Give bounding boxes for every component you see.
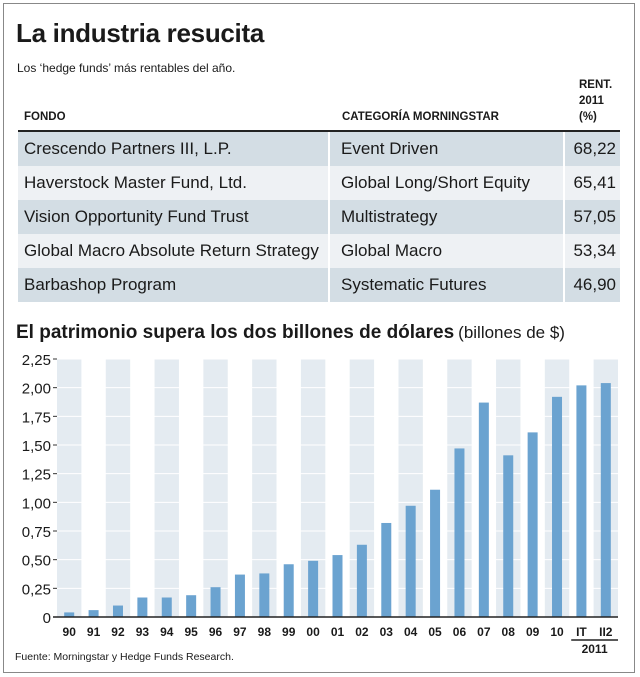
x-tick-label: 08 xyxy=(502,625,516,639)
page-title: La industria resucita xyxy=(16,18,265,48)
y-tick-label: 1,00 xyxy=(22,495,51,512)
bar-93 xyxy=(137,597,148,617)
bar-90 xyxy=(64,612,75,617)
x-tick-label: 00 xyxy=(306,625,320,639)
x-tick-label: 99 xyxy=(282,625,296,639)
bar-02 xyxy=(356,544,367,617)
column-header-fondo: FONDO xyxy=(24,111,66,123)
y-tick-label: 1,25 xyxy=(22,467,51,484)
bar-II2 xyxy=(600,383,611,617)
x-tick-label: 91 xyxy=(87,625,101,639)
year-group-label: 2011 xyxy=(582,642,608,656)
cell-fondo: Global Macro Absolute Return Strategy xyxy=(24,241,319,260)
cell-categoria: Multistrategy xyxy=(328,200,563,234)
x-tick-label: 92 xyxy=(111,625,125,639)
funds-table: Crescendo Partners III, L.P. Event Drive… xyxy=(18,130,620,302)
bar-91 xyxy=(88,610,99,617)
bar-03 xyxy=(381,522,392,617)
cell-fondo: Barbashop Program xyxy=(24,275,177,294)
bar-98 xyxy=(259,573,270,617)
bar-97 xyxy=(234,574,245,617)
cell-rent: 57,05 xyxy=(563,200,620,234)
x-tick-label: 10 xyxy=(550,625,564,639)
page-subtitle: Los ‘hedge funds’ más rentables del año. xyxy=(17,61,236,75)
cell-fondo: Haverstock Master Fund, Ltd. xyxy=(24,173,247,192)
bar-IT xyxy=(576,385,587,617)
cell-rent: 68,22 xyxy=(563,132,620,166)
column-header-categoria: CATEGORÍA MORNINGSTAR xyxy=(342,111,499,123)
rent-header-line2: 2011 xyxy=(579,95,604,107)
y-tick-label: 0,25 xyxy=(22,581,51,598)
cell-rent: 53,34 xyxy=(563,234,620,268)
bar-06 xyxy=(454,448,465,617)
bar-05 xyxy=(430,489,441,617)
chart-band xyxy=(154,359,179,617)
x-tick-label: 05 xyxy=(428,625,442,639)
table-row: Barbashop Program Systematic Futures 46,… xyxy=(18,268,620,302)
bar-09 xyxy=(527,432,538,617)
bar-95 xyxy=(186,595,197,617)
chart-band xyxy=(203,359,228,617)
chart-units: (billones de $) xyxy=(458,323,565,342)
y-tick-label: 0 xyxy=(43,610,51,627)
x-tick-label: 95 xyxy=(184,625,198,639)
bar-08 xyxy=(503,455,514,617)
chart-band xyxy=(105,359,131,617)
x-tick-label: 06 xyxy=(453,625,467,639)
x-tick-label: IT xyxy=(576,625,587,639)
bar-07 xyxy=(478,402,489,617)
column-header-rent: RENT. 2011 (%) xyxy=(579,77,612,125)
bar-99 xyxy=(283,564,294,617)
cell-fondo: Crescendo Partners III, L.P. xyxy=(24,139,232,158)
bar-10 xyxy=(552,396,563,617)
cell-fondo: Vision Opportunity Fund Trust xyxy=(24,207,249,226)
rent-header-line3: (%) xyxy=(579,111,597,123)
x-tick-label: 01 xyxy=(331,625,345,639)
chart-title-text: El patrimonio supera los dos billones de… xyxy=(16,322,455,343)
cell-rent: 46,90 xyxy=(563,268,620,302)
table-row: Global Macro Absolute Return Strategy Gl… xyxy=(18,234,620,268)
y-tick-label: 2,00 xyxy=(22,381,51,398)
rent-header-line1: RENT. xyxy=(579,79,613,91)
x-tick-label: 90 xyxy=(63,625,77,639)
x-tick-label: 93 xyxy=(136,625,150,639)
x-tick-label: 04 xyxy=(404,625,418,639)
y-tick-label: 2,25 xyxy=(22,352,51,369)
chart-band xyxy=(57,359,82,617)
bar-04 xyxy=(405,505,416,617)
source-note: Fuente: Morningstar y Hedge Funds Resear… xyxy=(15,651,234,663)
table-row: Vision Opportunity Fund Trust Multistrat… xyxy=(18,200,620,234)
x-tick-label: 98 xyxy=(258,625,272,639)
y-tick-label: 1,50 xyxy=(22,438,51,455)
x-tick-label: 09 xyxy=(526,625,540,639)
bar-92 xyxy=(112,605,123,617)
x-tick-label: 03 xyxy=(380,625,394,639)
y-tick-label: 0,75 xyxy=(22,524,51,541)
bar-94 xyxy=(161,597,172,617)
y-tick-label: 0,50 xyxy=(22,553,51,570)
table-row: Crescendo Partners III, L.P. Event Drive… xyxy=(18,132,620,166)
bar-96 xyxy=(210,587,221,617)
cell-categoria: Global Macro xyxy=(328,234,563,268)
bar-01 xyxy=(332,555,343,617)
x-tick-label: II2 xyxy=(599,625,613,639)
y-tick-label: 1,75 xyxy=(22,409,51,426)
cell-categoria: Event Driven xyxy=(328,132,563,166)
table-row: Haverstock Master Fund, Ltd. Global Long… xyxy=(18,166,620,200)
cell-rent: 65,41 xyxy=(563,166,620,200)
x-tick-label: 94 xyxy=(160,625,174,639)
bar-00 xyxy=(308,560,319,617)
x-tick-label: 96 xyxy=(209,625,223,639)
chart-title: El patrimonio supera los dos billones de… xyxy=(16,322,565,344)
x-tick-label: 02 xyxy=(355,625,369,639)
x-tick-label: 97 xyxy=(233,625,247,639)
cell-categoria: Global Long/Short Equity xyxy=(328,166,563,200)
x-tick-label: 07 xyxy=(477,625,491,639)
cell-categoria: Systematic Futures xyxy=(328,268,563,302)
